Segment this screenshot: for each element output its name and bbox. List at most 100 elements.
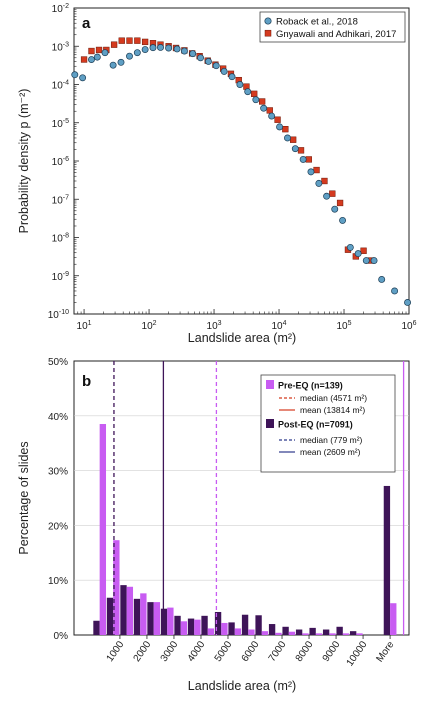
post-eq-bar bbox=[241, 614, 249, 635]
panel-a-x-ticks: 101 102 103 104 105 106 bbox=[77, 309, 417, 332]
gnyawali-point bbox=[88, 47, 95, 55]
panel-a-y-tick-label: 10-10 bbox=[48, 309, 69, 321]
roback-point bbox=[354, 250, 362, 258]
panel-a-y-tick-label: 10-6 bbox=[52, 156, 69, 168]
panel-b-x-ticks: 1000 2000 3000 4000 5000 6000 7000 8000 9000 1000… bbox=[105, 635, 397, 669]
panel-a-x-tick-label: 105 bbox=[336, 320, 351, 332]
roback-point bbox=[346, 243, 354, 251]
panel-b-x-label: Landslide area (m²) bbox=[188, 679, 296, 693]
panel-a-y-tick-label: 10-3 bbox=[52, 41, 69, 53]
legend-marker-roback bbox=[264, 17, 272, 25]
pre-eq-bar bbox=[180, 621, 188, 635]
panel-b-y-tick-label: 0% bbox=[54, 631, 69, 642]
post-eq-bar bbox=[255, 615, 262, 635]
gnyawali-point bbox=[141, 38, 149, 46]
post-eq-bar bbox=[336, 626, 343, 635]
post-eq-bar bbox=[147, 602, 154, 635]
roback-point bbox=[284, 134, 291, 142]
pre-eq-bar bbox=[329, 633, 336, 635]
roback-point bbox=[197, 54, 204, 62]
pre-eq-bar bbox=[302, 633, 309, 635]
pre-eq-bar bbox=[248, 629, 255, 635]
panel-a-x-tick-label: 101 bbox=[77, 320, 92, 332]
panel-b-x-tick-label: 5000 bbox=[213, 639, 235, 664]
panel-b-chart: 1000 2000 3000 4000 5000 6000 7000 8000 9000 1000… bbox=[17, 357, 410, 693]
panel-b-y-ticks: 0% 10% 20% 30% 40% 50% bbox=[48, 357, 68, 642]
roback-point bbox=[141, 46, 149, 53]
panel-b-reference-lines bbox=[113, 361, 405, 635]
pre-eq-bar bbox=[288, 631, 296, 635]
roback-point bbox=[370, 257, 378, 264]
roback-point bbox=[391, 287, 399, 295]
panel-a-chart: a 101 102 103 104 105 106 10-1010-910-810-710… bbox=[17, 3, 417, 345]
panel-b-y-tick-label: 10% bbox=[48, 576, 68, 587]
pre-eq-bar bbox=[113, 540, 120, 635]
pre-eq-bar bbox=[342, 633, 350, 635]
panel-b-x-tick-label: 7000 bbox=[267, 639, 289, 664]
post-eq-bar bbox=[133, 598, 141, 635]
gnyawali-point bbox=[336, 199, 344, 207]
pre-eq-bar bbox=[261, 631, 269, 635]
pre-eq-bar bbox=[167, 607, 174, 635]
legend-label-pre-median: median (4571 m²) bbox=[300, 393, 367, 403]
roback-point bbox=[109, 61, 117, 69]
gnyawali-point bbox=[329, 190, 336, 197]
post-eq-bar bbox=[268, 624, 276, 635]
pre-eq-bar bbox=[126, 586, 134, 635]
gnyawali-point bbox=[95, 46, 103, 54]
panel-a-y-tick-label: 10-8 bbox=[52, 233, 69, 245]
pre-eq-bar bbox=[153, 602, 161, 635]
roback-point bbox=[252, 96, 260, 104]
roback-point bbox=[244, 88, 252, 96]
panel-a-letter: a bbox=[82, 15, 91, 32]
roback-point bbox=[299, 155, 307, 163]
panel-a-y-tick-label: 10-7 bbox=[52, 194, 69, 206]
panel-a-x-tick-label: 102 bbox=[142, 320, 157, 332]
post-eq-bar bbox=[187, 618, 195, 635]
roback-point bbox=[93, 53, 101, 61]
roback-point bbox=[149, 44, 157, 52]
panel-a-y-tick-label: 10-4 bbox=[52, 80, 69, 92]
panel-a-x-tick-label: 104 bbox=[272, 320, 287, 332]
legend-label-pre-eq: Pre-EQ (n=139) bbox=[278, 381, 343, 391]
roback-point bbox=[133, 49, 141, 57]
roback-point bbox=[331, 205, 339, 213]
post-eq-bar bbox=[349, 631, 357, 635]
panel-b-x-tick-label: 8000 bbox=[294, 639, 316, 664]
panel-b-y-tick-label: 20% bbox=[48, 521, 68, 532]
post-eq-bar bbox=[214, 611, 222, 635]
gnyawali-point bbox=[290, 136, 297, 143]
panel-a-y-tick-label: 10-5 bbox=[52, 118, 69, 130]
panel-b-x-tick-label: 6000 bbox=[240, 639, 262, 664]
legend-label-pre-mean: mean (13814 m²) bbox=[300, 405, 365, 415]
roback-point bbox=[117, 58, 125, 66]
pre-eq-bar bbox=[390, 603, 397, 635]
panel-b-letter: b bbox=[82, 373, 91, 390]
pre-eq-bar bbox=[356, 633, 363, 635]
roback-point bbox=[101, 49, 109, 57]
roback-point bbox=[404, 299, 412, 306]
panel-b-x-tick-label: 10000 bbox=[345, 639, 370, 668]
pre-eq-bar bbox=[234, 628, 242, 635]
roback-point bbox=[204, 58, 212, 65]
roback-point bbox=[79, 74, 87, 82]
gnyawali-point bbox=[110, 41, 118, 48]
post-eq-bar bbox=[201, 615, 208, 635]
post-eq-bar bbox=[295, 629, 303, 635]
roback-point bbox=[323, 192, 331, 200]
roback-point bbox=[88, 56, 95, 63]
pre-eq-bar bbox=[140, 593, 147, 635]
legend-swatch-post-eq bbox=[266, 419, 274, 428]
roback-point bbox=[276, 123, 284, 131]
pre-eq-bar bbox=[221, 622, 228, 635]
panel-b-x-tick-label: More bbox=[374, 639, 396, 664]
legend-label-gnyawali: Gnyawali and Adhikari, 2017 bbox=[276, 29, 396, 40]
roback-point bbox=[291, 145, 299, 153]
post-eq-bar bbox=[282, 626, 289, 635]
panel-a-y-tick-label: 10-9 bbox=[52, 271, 69, 283]
legend-swatch-pre-eq bbox=[266, 380, 274, 389]
panel-a-y-label: Probability density p (m⁻²) bbox=[17, 89, 31, 234]
roback-point bbox=[228, 73, 236, 81]
roback-point bbox=[236, 81, 244, 88]
